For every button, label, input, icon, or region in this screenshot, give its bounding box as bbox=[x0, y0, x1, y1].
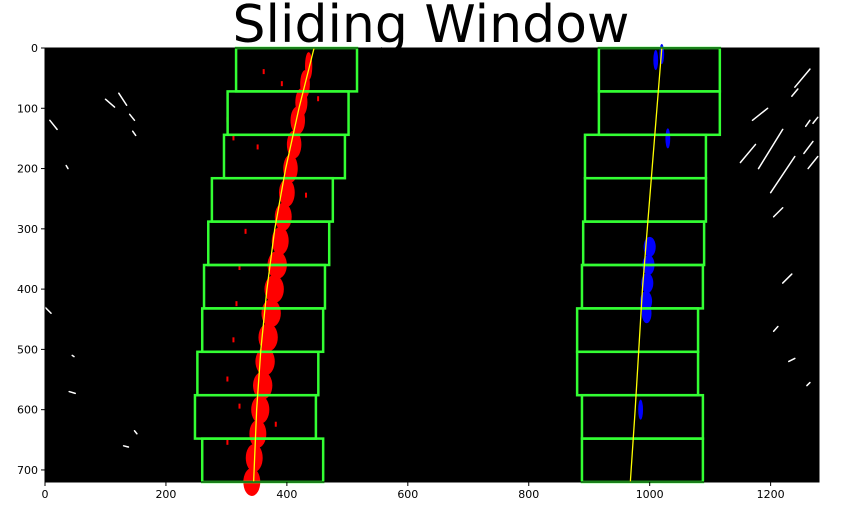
noise-mark bbox=[791, 88, 799, 97]
left-lane-pixels bbox=[305, 52, 313, 81]
noise-mark bbox=[794, 68, 811, 88]
x-tick-label: 400 bbox=[276, 488, 297, 501]
noise-mark bbox=[65, 164, 69, 170]
noise-mark bbox=[118, 92, 128, 107]
noise-mark bbox=[133, 430, 138, 435]
y-tick-label: 200 bbox=[17, 163, 38, 176]
y-tick-label: 100 bbox=[17, 102, 38, 115]
noise-mark bbox=[751, 107, 769, 122]
noise-mark bbox=[769, 155, 796, 194]
noise-mark bbox=[71, 354, 75, 358]
left-lane-pixels bbox=[249, 419, 267, 448]
left-lane-speck bbox=[238, 403, 241, 409]
x-tick-label: 600 bbox=[397, 488, 418, 501]
x-tick-label: 1200 bbox=[757, 488, 785, 501]
left-lane-pixels bbox=[261, 299, 281, 328]
image-content bbox=[44, 44, 819, 496]
right-lane-pixels bbox=[641, 303, 652, 324]
noise-mark bbox=[122, 445, 130, 448]
x-axis: 0 200 400 600 800 1000 1200 bbox=[42, 482, 785, 501]
right-fit-line bbox=[629, 47, 663, 483]
noise-mark bbox=[128, 113, 136, 122]
noise-mark bbox=[757, 128, 784, 170]
noise-mark bbox=[788, 357, 796, 363]
right-lane-pixels bbox=[641, 273, 654, 294]
right-lane-pixels bbox=[665, 128, 671, 149]
noise-mark bbox=[812, 116, 819, 125]
left-lane-speck bbox=[256, 144, 259, 150]
noise-mark bbox=[44, 306, 52, 314]
left-lane-speck bbox=[244, 228, 247, 234]
left-lane-speck bbox=[238, 265, 241, 270]
noise-mark bbox=[803, 140, 814, 155]
left-lane-pixels bbox=[286, 130, 302, 159]
y-tick-label: 600 bbox=[17, 404, 38, 417]
figure-title: Sliding Window bbox=[233, 0, 630, 55]
noise-mark bbox=[739, 143, 757, 164]
image-frame bbox=[44, 47, 820, 483]
left-lane-speck bbox=[247, 469, 250, 475]
left-lane-speck bbox=[317, 96, 320, 102]
y-tick-label: 700 bbox=[17, 464, 38, 477]
noise-mark bbox=[807, 155, 819, 170]
y-tick-label: 0 bbox=[31, 42, 38, 55]
noise-mark bbox=[804, 119, 811, 128]
left-lane-speck bbox=[274, 421, 277, 427]
x-tick-label: 800 bbox=[518, 488, 539, 501]
left-lane-speck bbox=[232, 337, 235, 343]
left-lane-speck bbox=[235, 301, 238, 307]
noise-mark bbox=[772, 206, 784, 218]
left-lane-speck bbox=[305, 192, 308, 198]
y-tick-label: 500 bbox=[17, 343, 38, 356]
left-lane-speck bbox=[226, 376, 229, 382]
noise-mark bbox=[806, 381, 811, 387]
noise-mark bbox=[104, 98, 116, 108]
right-lane-pixels bbox=[638, 399, 644, 420]
noise-mark bbox=[131, 130, 137, 137]
left-lane-pixels bbox=[264, 275, 284, 304]
left-lane-speck bbox=[280, 81, 283, 87]
y-tick-label: 300 bbox=[17, 223, 38, 236]
y-tick-label: 400 bbox=[17, 283, 38, 296]
x-tick-label: 200 bbox=[155, 488, 176, 501]
y-axis: 0 100 200 300 400 500 600 700 bbox=[17, 42, 45, 477]
noise-mark bbox=[68, 390, 76, 395]
left-lane-pixels bbox=[271, 226, 289, 255]
left-lane-pixels bbox=[251, 395, 270, 424]
noise-mark bbox=[772, 325, 779, 333]
right-lane-pixels bbox=[653, 50, 659, 71]
noise-mark bbox=[49, 119, 58, 131]
left-fit-line bbox=[252, 47, 315, 483]
left-lane-speck bbox=[262, 69, 265, 75]
noise-mark bbox=[781, 273, 793, 284]
x-tick-label: 0 bbox=[42, 488, 49, 501]
left-lane-speck bbox=[226, 439, 229, 445]
left-lane-pixels bbox=[274, 202, 292, 231]
left-lane-speck bbox=[232, 135, 235, 141]
x-tick-label: 1000 bbox=[636, 488, 664, 501]
